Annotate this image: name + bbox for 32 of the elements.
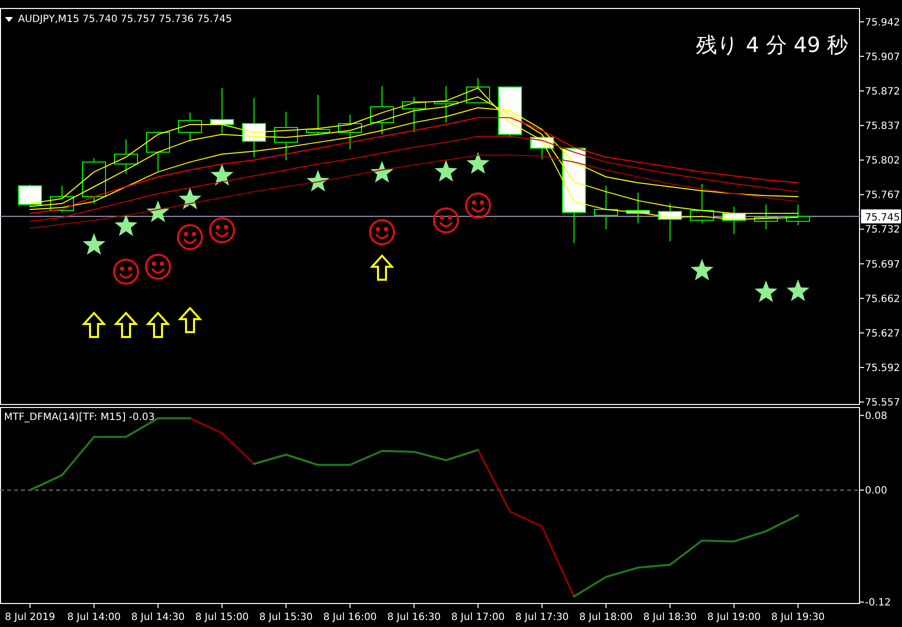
y-tick-label: 75.697 — [865, 259, 900, 270]
y-tick-label: 75.557 — [865, 398, 900, 409]
x-tick-label: 8 Jul 19:00 — [707, 612, 761, 623]
y-tick-label: 75.837 — [865, 121, 900, 132]
y-tick-label: 0.08 — [865, 410, 888, 422]
x-tick-label: 8 Jul 17:00 — [451, 612, 505, 623]
x-tick-label: 8 Jul 18:00 — [579, 612, 633, 623]
x-tick-label: 8 Jul 14:00 — [67, 612, 121, 623]
y-tick-label: 75.907 — [865, 52, 900, 63]
x-tick-label: 8 Jul 15:00 — [195, 612, 249, 623]
ref-line-label: 75.745 — [865, 212, 900, 224]
y-tick-label: -0.12 — [865, 598, 891, 609]
y-tick-label: 75.872 — [865, 86, 900, 98]
annotation: 残り 4 分 49 秒 — [696, 33, 848, 57]
y-tick-label: 0.00 — [865, 486, 888, 497]
x-tick-label: 8 Jul 19:30 — [771, 612, 825, 623]
y-tick-label: 75.662 — [865, 294, 900, 305]
x-tick-label: 8 Jul 18:30 — [643, 612, 697, 623]
text: AUDJPY,M15 75.740 75.757 75.736 75.745 — [18, 14, 232, 25]
y-tick-label: 75.942 — [865, 17, 900, 28]
y-tick-label: 75.767 — [865, 190, 900, 202]
x-tick-label: 8 Jul 2019 — [4, 612, 56, 623]
x-tick-label: 8 Jul 15:30 — [259, 612, 313, 623]
y-tick-label: 75.802 — [865, 156, 900, 167]
text: MTF_DFMA(14)[TF: M15] -0.03 — [4, 412, 155, 423]
x-tick-label: 8 Jul 16:00 — [323, 612, 377, 623]
y-tick-label: 75.732 — [865, 224, 900, 236]
y-tick-label: 75.627 — [865, 328, 900, 340]
x-tick-label: 8 Jul 17:30 — [515, 612, 569, 623]
y-tick-label: 75.592 — [865, 362, 900, 374]
x-tick-label: 8 Jul 16:30 — [387, 612, 441, 623]
x-tick-label: 8 Jul 14:30 — [131, 612, 185, 623]
